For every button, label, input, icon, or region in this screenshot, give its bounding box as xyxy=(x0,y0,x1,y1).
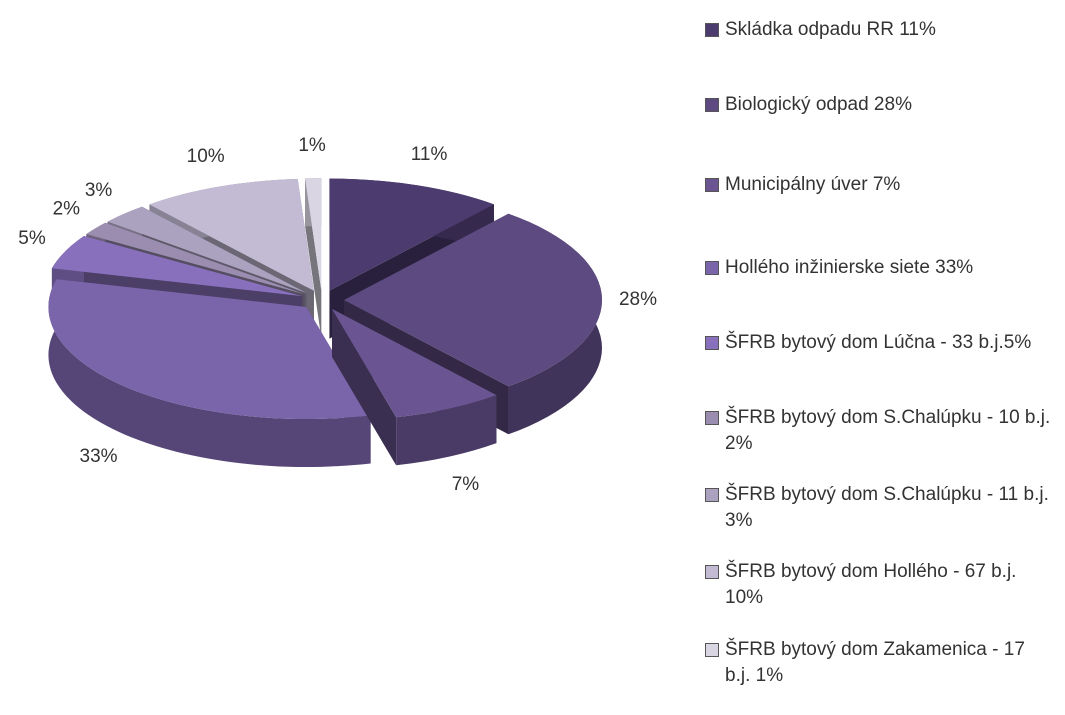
data-label: 1% xyxy=(298,135,326,156)
legend-swatch xyxy=(705,261,719,275)
legend-item: ŠFRB bytový dom S.Chalúpku - 10 b.j. 2% xyxy=(705,405,1055,457)
legend-swatch xyxy=(705,488,719,502)
legend-swatch xyxy=(705,565,719,579)
legend-swatch xyxy=(705,23,719,37)
legend-label: ŠFRB bytový dom S.Chalúpku - 10 b.j. 2% xyxy=(725,407,1051,454)
legend-item: ŠFRB bytový dom S.Chalúpku - 11 b.j. 3% xyxy=(705,482,1055,534)
data-label: 5% xyxy=(18,228,46,249)
legend-label: Skládka odpadu RR 11% xyxy=(725,19,936,40)
slice xyxy=(86,222,305,295)
legend-label: Municipálny úver 7% xyxy=(725,174,901,195)
data-label: 7% xyxy=(452,474,480,495)
slice xyxy=(305,178,322,291)
data-label: 33% xyxy=(80,446,118,467)
legend-label: ŠFRB bytový dom Hollého - 67 b.j. 10% xyxy=(725,561,1017,608)
data-label: 3% xyxy=(85,180,113,201)
data-label: 28% xyxy=(619,289,657,310)
legend-label: ŠFRB bytový dom Zakamenica - 17 b.j. 1% xyxy=(725,639,1025,686)
slice xyxy=(107,206,307,293)
data-label: 11% xyxy=(411,144,448,165)
legend-label: Hollého inžinierske siete 33% xyxy=(725,257,974,278)
legend-item: Municipálny úver 7% xyxy=(705,172,1055,198)
slice xyxy=(149,179,314,291)
legend-item: Biologický odpad 28% xyxy=(705,92,1055,118)
legend-label: ŠFRB bytový dom Lúčna - 33 b.j.5% xyxy=(725,332,1032,353)
slice xyxy=(48,279,371,420)
legend-item: Skládka odpadu RR 11% xyxy=(705,17,1055,43)
legend-label: Biologický odpad 28% xyxy=(725,94,912,115)
data-label: 2% xyxy=(53,198,81,219)
slice xyxy=(51,236,302,297)
legend-item: ŠFRB bytový dom Lúčna - 33 b.j.5% xyxy=(705,330,1055,356)
slice xyxy=(331,308,497,418)
slice xyxy=(329,178,494,291)
slice xyxy=(344,213,602,387)
legend-swatch xyxy=(705,98,719,112)
legend-label: ŠFRB bytový dom S.Chalúpku - 11 b.j. 3% xyxy=(725,484,1049,531)
pie-area: 11% 28% 7% 33% 5% 2%3% 10% 1% xyxy=(18,135,657,495)
legend-swatch xyxy=(705,643,719,657)
slice-wall xyxy=(48,279,371,468)
legend-item: Hollého inžinierske siete 33% xyxy=(705,255,1055,281)
legend-item: ŠFRB bytový dom Hollého - 67 b.j. 10% xyxy=(705,559,1055,611)
legend-swatch xyxy=(705,178,719,192)
data-label: 10% xyxy=(187,146,225,167)
legend-item: ŠFRB bytový dom Zakamenica - 17 b.j. 1% xyxy=(705,637,1055,689)
slice-wall xyxy=(396,395,497,466)
legend-swatch xyxy=(705,411,719,425)
legend-swatch xyxy=(705,336,719,350)
slice-side xyxy=(331,308,397,466)
